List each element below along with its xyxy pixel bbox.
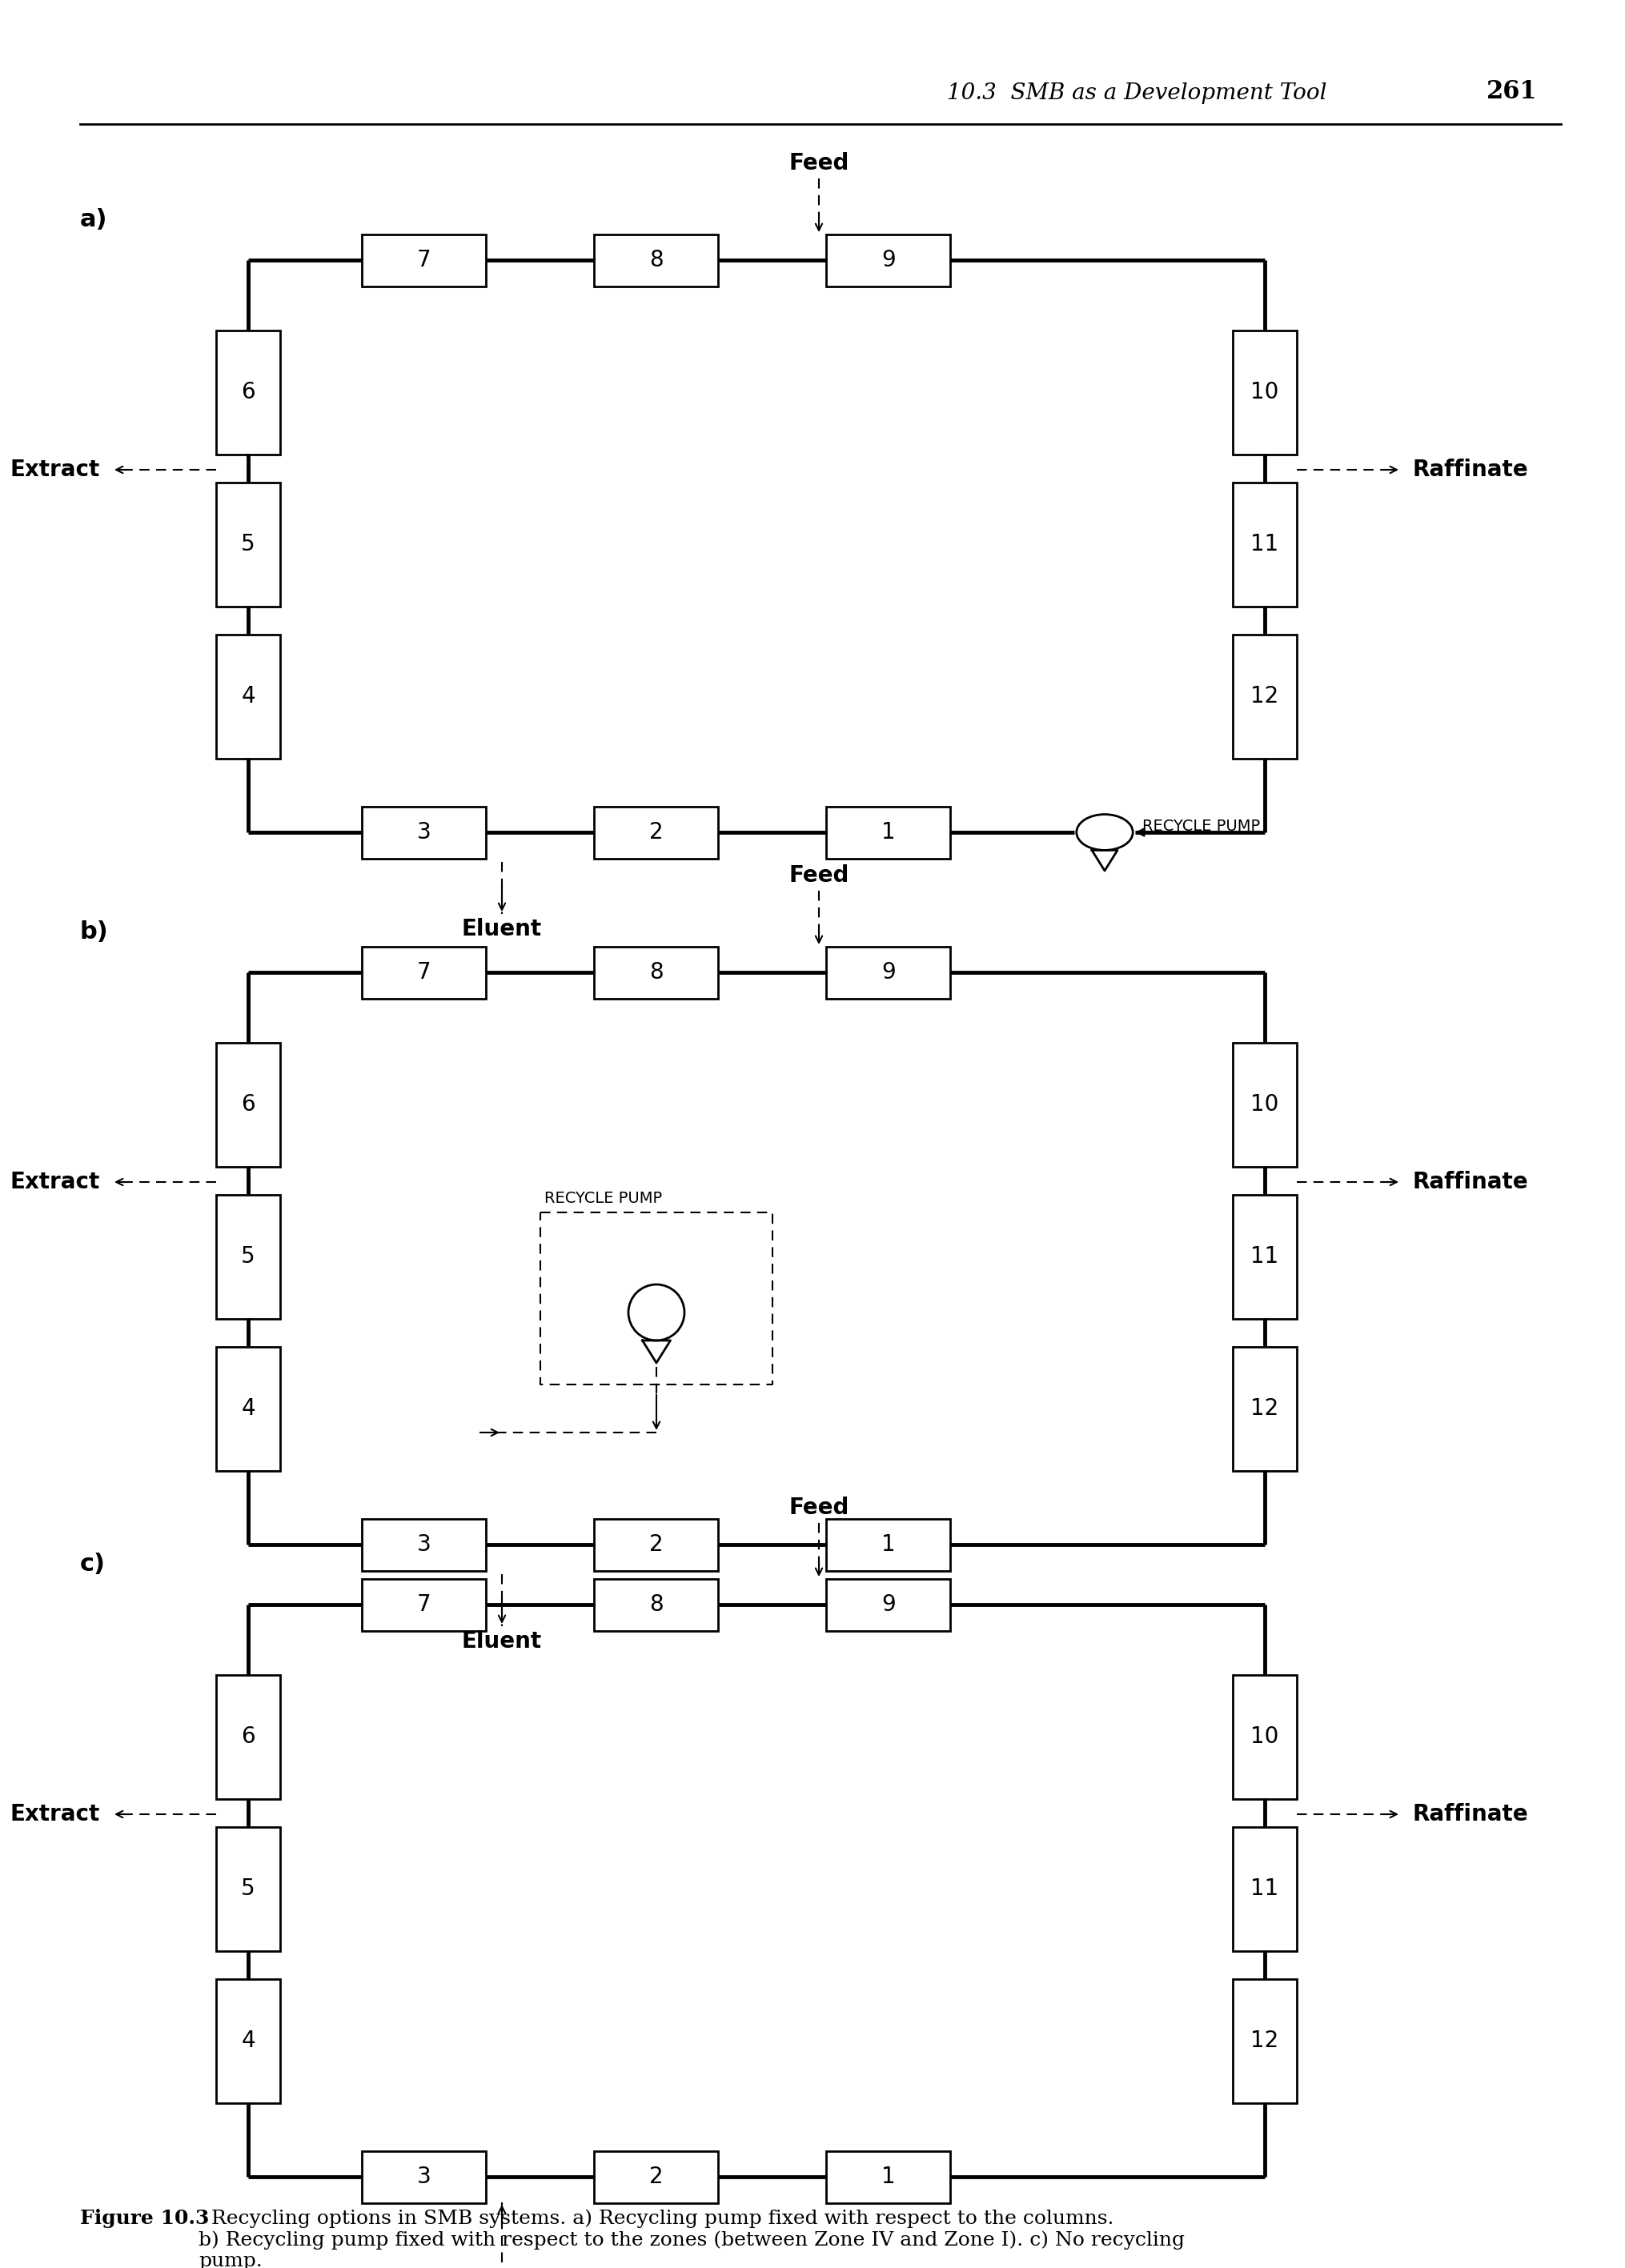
Text: Extract: Extract — [10, 458, 101, 481]
Text: 6: 6 — [240, 381, 255, 404]
Circle shape — [629, 1284, 684, 1340]
Text: 11: 11 — [1251, 1878, 1279, 1901]
Text: Eluent: Eluent — [461, 919, 543, 941]
Bar — [362, 807, 486, 857]
Bar — [827, 1579, 951, 1631]
Bar — [1233, 1978, 1297, 2102]
Text: 7: 7 — [418, 1594, 431, 1615]
Text: 5: 5 — [240, 1878, 255, 1901]
Bar — [595, 234, 718, 286]
Bar — [1233, 635, 1297, 758]
Text: 4: 4 — [240, 685, 255, 708]
Bar — [595, 1579, 718, 1631]
Bar — [827, 946, 951, 998]
Bar — [595, 2150, 718, 2202]
Text: 10.3  SMB as a Development Tool: 10.3 SMB as a Development Tool — [947, 82, 1326, 104]
Text: 12: 12 — [1251, 685, 1279, 708]
Text: Eluent: Eluent — [461, 1631, 543, 1653]
Text: b): b) — [80, 921, 109, 943]
Text: 3: 3 — [418, 821, 431, 844]
Text: 10: 10 — [1251, 1726, 1279, 1749]
Text: 1: 1 — [881, 2166, 895, 2189]
Text: 3: 3 — [418, 2166, 431, 2189]
Text: Extract: Extract — [10, 1803, 101, 1826]
Bar — [216, 331, 279, 454]
Text: Raffinate: Raffinate — [1412, 458, 1529, 481]
Text: RECYCLE PUMP: RECYCLE PUMP — [544, 1191, 661, 1207]
Text: 10: 10 — [1251, 381, 1279, 404]
Bar — [216, 1978, 279, 2102]
Text: 11: 11 — [1251, 533, 1279, 556]
Text: 8: 8 — [650, 249, 663, 272]
Bar — [1233, 1347, 1297, 1470]
Bar — [1233, 1674, 1297, 1799]
Text: 9: 9 — [881, 1594, 895, 1615]
Bar — [216, 483, 279, 606]
Bar — [216, 1043, 279, 1166]
Bar — [216, 1347, 279, 1470]
Bar — [827, 2150, 951, 2202]
Text: 11: 11 — [1251, 1245, 1279, 1268]
Bar — [595, 807, 718, 857]
Bar — [1233, 1826, 1297, 1950]
Text: 261: 261 — [1487, 79, 1537, 104]
Text: 4: 4 — [240, 1397, 255, 1420]
Bar — [216, 1826, 279, 1950]
Text: 5: 5 — [240, 1245, 255, 1268]
Text: 2: 2 — [650, 2166, 663, 2189]
Bar — [1233, 1043, 1297, 1166]
Bar — [362, 946, 486, 998]
Text: Raffinate: Raffinate — [1412, 1170, 1529, 1193]
Bar — [827, 234, 951, 286]
Text: 8: 8 — [650, 962, 663, 984]
Bar — [362, 1520, 486, 1569]
Text: 8: 8 — [650, 1594, 663, 1615]
Text: 2: 2 — [650, 1533, 663, 1556]
Text: Feed: Feed — [788, 864, 850, 887]
Text: Figure 10.3: Figure 10.3 — [80, 2209, 210, 2227]
Text: 1: 1 — [881, 821, 895, 844]
Bar — [216, 635, 279, 758]
Text: 7: 7 — [418, 249, 431, 272]
Text: Extract: Extract — [10, 1170, 101, 1193]
Text: 5: 5 — [240, 533, 255, 556]
Text: 12: 12 — [1251, 2030, 1279, 2053]
Text: 6: 6 — [240, 1093, 255, 1116]
Text: 9: 9 — [881, 249, 895, 272]
Text: 3: 3 — [418, 1533, 431, 1556]
Bar — [595, 1520, 718, 1569]
Bar — [595, 946, 718, 998]
Ellipse shape — [1076, 814, 1133, 850]
Text: 6: 6 — [240, 1726, 255, 1749]
Bar — [216, 1674, 279, 1799]
Text: 2: 2 — [650, 821, 663, 844]
Text: Feed: Feed — [788, 152, 850, 175]
Text: RECYCLE PUMP: RECYCLE PUMP — [1142, 819, 1259, 835]
Text: a): a) — [80, 209, 107, 231]
Text: Feed: Feed — [788, 1497, 850, 1520]
Text: 10: 10 — [1251, 1093, 1279, 1116]
Bar — [1233, 1195, 1297, 1318]
Text: c): c) — [80, 1554, 106, 1576]
Text: Raffinate: Raffinate — [1412, 1803, 1529, 1826]
Bar — [1233, 331, 1297, 454]
Text: 9: 9 — [881, 962, 895, 984]
Bar — [362, 2150, 486, 2202]
Text: 12: 12 — [1251, 1397, 1279, 1420]
Bar — [362, 234, 486, 286]
Text: 1: 1 — [881, 1533, 895, 1556]
Bar — [216, 1195, 279, 1318]
Text: 7: 7 — [418, 962, 431, 984]
Text: Recycling options in SMB systems. a) Recycling pump fixed with respect to the co: Recycling options in SMB systems. a) Rec… — [198, 2209, 1185, 2268]
Bar — [827, 1520, 951, 1569]
Bar — [1233, 483, 1297, 606]
Text: 4: 4 — [240, 2030, 255, 2053]
Bar — [362, 1579, 486, 1631]
Bar — [827, 807, 951, 857]
